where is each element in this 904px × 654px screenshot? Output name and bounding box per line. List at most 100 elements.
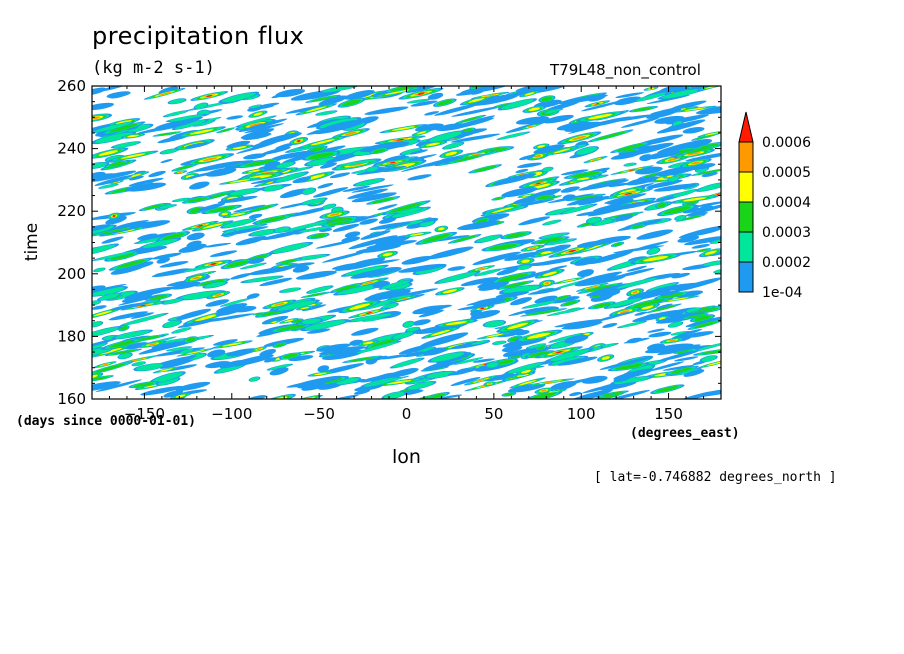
precip-streak: [459, 127, 476, 133]
contour-fill-level-3: [173, 394, 188, 399]
contour-fill-level-2: [613, 142, 648, 153]
contour-fill-level-2: [386, 160, 423, 171]
contour-fill-level-1: [505, 120, 547, 134]
contour-fill-level-2: [616, 198, 653, 209]
contour-fill-level-3: [582, 332, 592, 337]
precip-streak: [656, 165, 698, 177]
precip-streak: [131, 361, 146, 367]
contour-fill-level-3: [308, 152, 335, 159]
contour-fill-level-1: [272, 341, 288, 348]
contour-fill-level-1: [133, 261, 154, 269]
contour-fill-level-1: [289, 137, 309, 145]
contour-fill-level-1: [208, 160, 254, 168]
contour-fill-level-4: [447, 343, 468, 349]
precip-streak: [378, 279, 413, 290]
contour-fill-level-2: [495, 102, 521, 108]
contour-fill-level-1: [258, 132, 302, 145]
precip-streak: [617, 320, 647, 329]
precip-streak: [365, 357, 378, 365]
contour-fill-level-4: [98, 150, 119, 156]
contour-fill-level-2: [173, 164, 196, 171]
contour-fill-level-1: [673, 277, 721, 292]
chart-units: (kg m-2 s-1): [92, 58, 215, 78]
contour-fill-level-1: [388, 368, 419, 378]
contour-fill-level-3: [564, 133, 594, 143]
contour-fill-level-1: [360, 92, 399, 101]
contour-fill-level-1: [687, 212, 709, 217]
contour-fill-level-4: [253, 170, 278, 176]
precip-streak: [316, 343, 352, 352]
precip-streak: [182, 310, 232, 325]
precip-streak: [137, 285, 182, 298]
contour-fill-level-2: [507, 362, 543, 374]
precip-streak: [421, 392, 450, 399]
precip-streak: [350, 165, 396, 174]
precip-streak: [521, 300, 559, 309]
precip-streak: [366, 240, 417, 249]
precip-streak: [318, 95, 348, 106]
precip-streak: [398, 87, 444, 100]
contour-fill-level-2: [506, 198, 538, 207]
contour-fill-level-2: [441, 354, 472, 363]
contour-fill-level-1: [316, 115, 351, 125]
contour-fill-level-1: [266, 363, 294, 371]
contour-fill-level-3: [111, 349, 136, 355]
contour-fill-level-1: [183, 336, 199, 344]
contour-fill-level-1: [656, 191, 690, 200]
contour-fill-level-4: [447, 355, 466, 361]
contour-fill-level-2: [401, 148, 421, 155]
contour-fill-level-1: [468, 164, 503, 174]
precip-streak: [121, 133, 146, 139]
contour-fill-level-1: [380, 302, 399, 310]
contour-fill-level-1: [470, 309, 501, 320]
precip-streak: [124, 286, 171, 300]
precip-streak: [374, 372, 398, 381]
contour-fill-level-2: [289, 141, 330, 152]
contour-fill-level-5: [249, 122, 263, 127]
contour-fill-level-1: [645, 150, 681, 160]
contour-fill-level-1: [587, 129, 634, 143]
contour-fill-level-1: [130, 334, 166, 342]
precip-streak: [117, 352, 133, 360]
contour-fill-level-1: [347, 307, 390, 319]
contour-fill-level-3: [133, 382, 154, 387]
contour-fill-level-3: [530, 392, 556, 399]
contour-fill-level-1: [426, 372, 453, 379]
contour-fill-level-5: [392, 138, 409, 142]
contour-fill-level-2: [197, 279, 228, 286]
contour-fill-level-1: [342, 185, 371, 192]
contour-fill-level-1: [128, 336, 177, 350]
contour-fill-level-5: [671, 169, 684, 172]
precip-streak: [473, 217, 491, 225]
contour-fill-level-3: [189, 207, 203, 213]
precip-streak: [275, 350, 316, 359]
precip-streak: [392, 205, 421, 214]
precip-streak: [380, 302, 399, 310]
precip-streak: [405, 86, 437, 93]
precip-streak: [388, 288, 438, 300]
precip-streak: [501, 345, 523, 353]
contour-fill-level-1: [625, 176, 659, 186]
contour-fill-level-2: [92, 362, 130, 374]
contour-fill-level-1: [306, 328, 331, 334]
contour-fill-level-4: [305, 106, 327, 113]
contour-fill-level-1: [502, 351, 517, 357]
contour-fill-level-2: [350, 313, 392, 322]
contour-fill-level-2: [107, 251, 138, 261]
precip-streak: [519, 154, 536, 161]
contour-fill-level-2: [124, 301, 162, 310]
precip-streak: [404, 380, 437, 391]
contour-fill-level-3: [520, 194, 533, 198]
contour-fill-level-1: [193, 102, 209, 110]
precip-streak: [518, 176, 560, 188]
contour-fill-level-1: [305, 145, 328, 154]
contour-fill-level-1: [587, 178, 627, 187]
precip-streak: [673, 204, 700, 213]
contour-fill-level-1: [646, 247, 661, 255]
contour-fill-level-1: [263, 337, 305, 347]
precip-streak: [644, 201, 673, 211]
contour-fill-level-5: [632, 291, 638, 294]
precip-streak: [139, 299, 161, 306]
precip-streak: [325, 152, 362, 164]
contour-fill-level-3: [646, 87, 656, 91]
